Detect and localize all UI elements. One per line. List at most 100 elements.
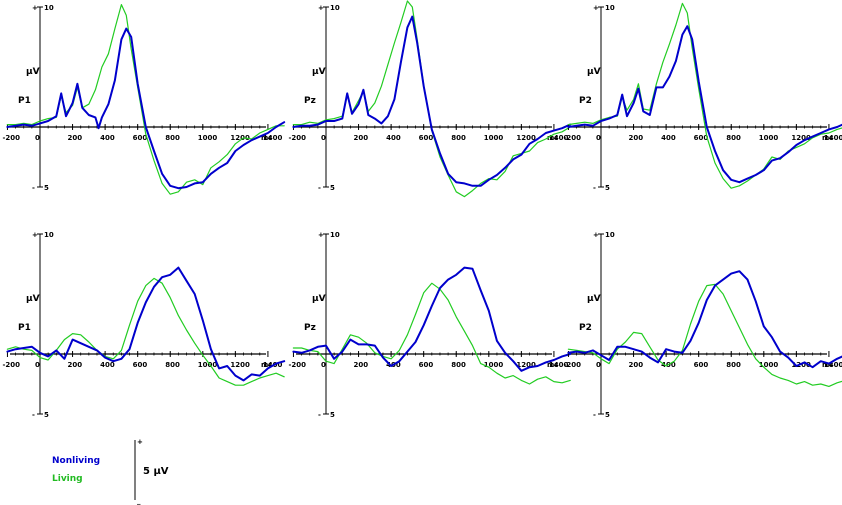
y-minus-sign: - xyxy=(32,411,35,419)
x-tick-label: -200 xyxy=(288,361,306,369)
x-tick-label: -200 xyxy=(563,361,581,369)
y-bottom-label: 5 xyxy=(605,411,610,419)
x-unit-label: ms xyxy=(261,134,272,142)
x-tick-label: 600 xyxy=(694,134,709,142)
y-minus-sign: - xyxy=(593,411,596,419)
series-line-living xyxy=(6,277,285,386)
y-unit-label: µV xyxy=(312,294,326,304)
y-top-label: 10 xyxy=(44,4,54,12)
series-line-nonliving xyxy=(6,27,286,190)
x-tick-label: 0 xyxy=(35,361,40,369)
scale-bar-label: 5 µV xyxy=(143,466,169,477)
series-line-nonliving xyxy=(567,25,842,184)
x-tick-label: 1000 xyxy=(759,134,779,142)
x-tick-label: 400 xyxy=(386,134,401,142)
x-unit-label: ms xyxy=(261,361,272,369)
series-line-nonliving xyxy=(6,266,286,382)
x-tick-label: 200 xyxy=(354,361,369,369)
x-tick-label: -200 xyxy=(563,134,581,142)
y-minus-sign: - xyxy=(32,184,35,192)
x-unit-label: ms xyxy=(547,361,558,369)
x-tick-label: 800 xyxy=(451,361,466,369)
y-top-label: 10 xyxy=(330,231,340,239)
series-line-nonliving xyxy=(292,15,572,187)
scale-bar-plus: + xyxy=(137,438,143,446)
x-tick-label: 0 xyxy=(321,134,326,142)
y-unit-label: µV xyxy=(26,294,40,304)
x-unit-label: ms xyxy=(547,134,558,142)
x-tick-label: -200 xyxy=(2,134,20,142)
y-top-label: 10 xyxy=(44,231,54,239)
legend-living-label: Living xyxy=(52,474,83,484)
x-tick-label: 600 xyxy=(694,361,709,369)
y-plus-sign: + xyxy=(32,231,38,239)
y-bottom-label: 5 xyxy=(330,184,335,192)
x-tick-label: 1400 xyxy=(263,134,283,142)
scale-bar-minus: _ xyxy=(137,497,141,505)
series-line-nonliving xyxy=(567,270,842,369)
electrode-label: P2 xyxy=(579,96,592,106)
x-tick-label: 400 xyxy=(100,361,115,369)
x-tick-label: 800 xyxy=(726,134,741,142)
series-line-living xyxy=(567,2,842,189)
x-tick-label: 400 xyxy=(100,134,115,142)
x-tick-label: 1000 xyxy=(198,134,218,142)
electrode-label: P2 xyxy=(579,323,592,333)
x-tick-label: 1400 xyxy=(824,134,842,142)
y-top-label: 10 xyxy=(605,231,615,239)
x-tick-label: 0 xyxy=(35,134,40,142)
y-plus-sign: + xyxy=(593,231,599,239)
y-plus-sign: + xyxy=(318,231,324,239)
x-tick-label: 800 xyxy=(165,361,180,369)
x-tick-label: 1000 xyxy=(484,134,504,142)
x-unit-label: ms xyxy=(822,361,833,369)
y-top-label: 10 xyxy=(605,4,615,12)
x-tick-label: 1000 xyxy=(198,361,218,369)
y-bottom-label: 5 xyxy=(44,184,49,192)
x-tick-label: 600 xyxy=(133,361,148,369)
x-tick-label: 200 xyxy=(629,361,644,369)
y-top-label: 10 xyxy=(330,4,340,12)
x-tick-label: 1200 xyxy=(791,134,811,142)
x-tick-label: 1200 xyxy=(230,361,250,369)
y-unit-label: µV xyxy=(587,294,601,304)
x-tick-label: 600 xyxy=(419,134,434,142)
x-tick-label: 200 xyxy=(354,134,369,142)
x-tick-label: 800 xyxy=(726,361,741,369)
y-bottom-label: 5 xyxy=(44,411,49,419)
scale-bar: + _ 5 µV xyxy=(134,438,169,505)
legend-nonliving-label: Nonliving xyxy=(52,456,100,466)
x-tick-label: 200 xyxy=(629,134,644,142)
x-tick-label: 1000 xyxy=(759,361,779,369)
x-tick-label: 800 xyxy=(165,134,180,142)
x-tick-label: 600 xyxy=(133,134,148,142)
y-plus-sign: + xyxy=(32,4,38,12)
y-minus-sign: - xyxy=(318,184,321,192)
x-tick-label: 0 xyxy=(596,361,601,369)
x-unit-label: ms xyxy=(822,134,833,142)
electrode-label: Pz xyxy=(304,96,316,106)
y-bottom-label: 5 xyxy=(330,411,335,419)
y-minus-sign: - xyxy=(318,411,321,419)
y-unit-label: µV xyxy=(26,67,40,77)
series-line-nonliving xyxy=(292,266,572,372)
y-plus-sign: + xyxy=(593,4,599,12)
x-tick-label: 1200 xyxy=(516,134,536,142)
x-tick-label: 1200 xyxy=(230,134,250,142)
series-line-living xyxy=(567,283,842,387)
electrode-label: P1 xyxy=(18,96,31,106)
x-tick-label: 1000 xyxy=(484,361,504,369)
y-unit-label: µV xyxy=(587,67,601,77)
x-tick-label: -200 xyxy=(288,134,306,142)
x-tick-label: 600 xyxy=(419,361,434,369)
electrode-label: P1 xyxy=(18,323,31,333)
y-bottom-label: 5 xyxy=(605,184,610,192)
series-line-living xyxy=(6,3,285,195)
